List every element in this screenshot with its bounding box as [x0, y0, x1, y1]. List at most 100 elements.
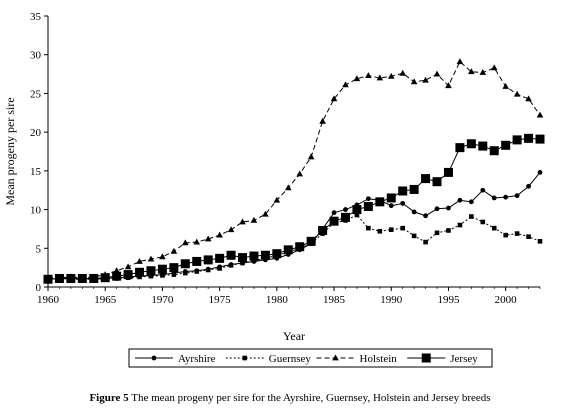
guernsey-point [171, 272, 177, 277]
jersey-point [501, 140, 511, 150]
jersey-point [66, 273, 76, 283]
holstein-point [433, 70, 441, 77]
x-tick-label: 1970 [151, 294, 174, 306]
holstein-point [342, 81, 349, 88]
jersey-point [455, 143, 465, 153]
ayrshire-point [480, 187, 486, 193]
jersey-point [226, 250, 236, 260]
holstein-point [216, 231, 223, 238]
guernsey-point [400, 225, 405, 231]
ayrshire-point [434, 206, 440, 212]
guernsey-point [411, 233, 417, 239]
guernsey-point [469, 214, 474, 219]
jersey-point [363, 201, 373, 211]
ayrshire-series [45, 170, 543, 282]
legend-item-jersey: Jersey [407, 353, 478, 365]
holstein-point [250, 216, 258, 223]
ayrshire-point [331, 210, 337, 216]
jersey-point [524, 133, 534, 143]
holstein-point [227, 226, 235, 233]
jersey-point [283, 245, 293, 255]
holstein-point [525, 95, 532, 102]
jersey-point [100, 273, 110, 283]
holstein-point [365, 72, 372, 79]
ayrshire-point [343, 207, 348, 212]
guernsey-point [366, 225, 371, 231]
legend-swatch-marker [332, 354, 339, 361]
holstein-point [456, 58, 464, 65]
jersey-point [386, 193, 396, 203]
guernsey-point [446, 228, 451, 233]
jersey-point [123, 270, 133, 280]
holstein-point [262, 210, 269, 217]
ayrshire-point [388, 203, 394, 209]
guernsey-point [205, 267, 211, 273]
guernsey-point [217, 266, 222, 271]
ayrshire-point [365, 196, 371, 202]
legend-box [128, 348, 493, 368]
jersey-point [375, 197, 385, 207]
guernsey-point [514, 231, 520, 236]
ayrshire-point [446, 205, 451, 211]
holstein-point [490, 64, 498, 71]
jersey-point [260, 250, 270, 260]
jersey-point [398, 186, 408, 196]
jersey-point [443, 167, 453, 177]
holstein-point [319, 117, 326, 124]
holstein-point [502, 82, 509, 89]
y-tick-label: 30 [30, 50, 42, 62]
jersey-point [318, 225, 328, 235]
jersey-point [352, 205, 362, 215]
guernsey-point [434, 230, 440, 236]
legend-item-guernsey: Guernsey [225, 353, 312, 365]
legend-label: Guernsey [269, 353, 312, 365]
jersey-point [43, 274, 53, 284]
ayrshire-point [526, 183, 531, 189]
holstein-point [468, 68, 475, 75]
guernsey-series [45, 212, 543, 282]
holstein-point [536, 111, 544, 118]
holstein-point [204, 235, 212, 242]
jersey-point [157, 264, 167, 274]
guernsey-point [480, 219, 486, 225]
holstein-point [410, 78, 418, 85]
guernsey-point [526, 234, 531, 239]
jersey-point [432, 177, 442, 187]
holstein-point [376, 74, 384, 81]
jersey-point [89, 273, 99, 283]
jersey-point [112, 271, 122, 281]
jersey-point [329, 216, 339, 226]
holstein-point [513, 90, 521, 97]
jersey-point [421, 174, 431, 184]
x-tick-label: 1960 [37, 294, 60, 306]
holstein-point [330, 95, 338, 102]
x-tick-label: 1965 [94, 294, 117, 306]
holstein-point [353, 75, 361, 82]
legend-label: Jersey [450, 353, 478, 365]
legend-swatch-marker [151, 355, 157, 361]
jersey-point [203, 255, 213, 265]
y-tick-label: 5 [36, 243, 42, 255]
legend-swatch-marker [242, 355, 248, 361]
holstein-point [296, 170, 304, 177]
guernsey-point [240, 260, 245, 266]
y-tick-label: 25 [30, 88, 42, 100]
jersey-point [180, 259, 190, 269]
jersey-point [409, 184, 419, 194]
legend-item-holstein: Holstein [316, 353, 398, 365]
holstein-point [170, 247, 178, 254]
ayrshire-point [503, 194, 509, 200]
jersey-point [512, 135, 522, 145]
ayrshire-point [423, 213, 428, 219]
legend-label: Holstein [360, 353, 398, 365]
guernsey-point [228, 263, 234, 268]
guernsey-point [148, 273, 154, 279]
guernsey-point [354, 212, 360, 218]
x-tick-label: 1985 [323, 294, 346, 306]
y-tick-label: 15 [30, 166, 42, 178]
holstein-point [479, 69, 487, 75]
ayrshire-point [400, 200, 406, 206]
ayrshire-point [537, 170, 543, 175]
figure-caption-label: Figure 5 [89, 392, 129, 404]
